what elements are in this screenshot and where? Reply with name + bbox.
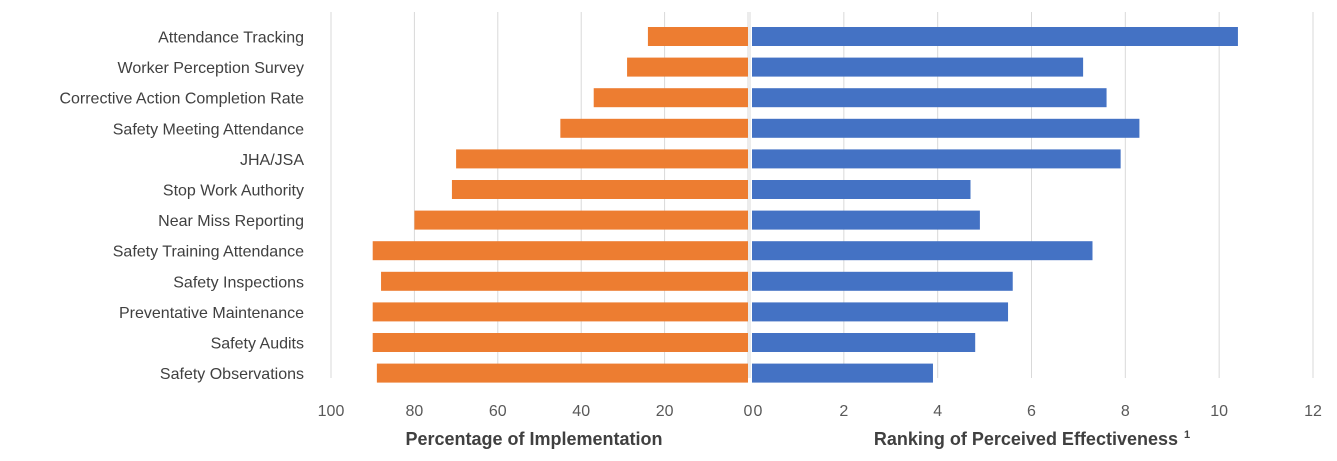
category-label: Safety Training Attendance — [113, 244, 304, 261]
effectiveness-bar — [752, 210, 980, 230]
implementation-bar — [381, 271, 748, 291]
effectiveness-bar — [752, 302, 1009, 322]
implementation-bar — [451, 180, 748, 199]
effectiveness-bar — [752, 57, 1084, 77]
implementation-bar — [627, 57, 748, 77]
left-tick-label: 80 — [406, 403, 424, 420]
effectiveness-bar — [752, 180, 971, 199]
right-tick-label: 0 — [754, 403, 763, 420]
tick-labels: 100 80 60 40 20 0 0 2 4 6 8 10 12 — [318, 403, 1322, 420]
left-axis-title: Percentage of Implementation — [405, 429, 662, 449]
effectiveness-bar — [752, 333, 976, 352]
effectiveness-bar — [752, 271, 1013, 291]
effectiveness-bar — [752, 241, 1093, 261]
category-label: Preventative Maintenance — [119, 305, 304, 322]
implementation-bar — [414, 210, 748, 230]
implementation-bar — [560, 118, 748, 138]
right-tick-label: 12 — [1304, 403, 1322, 420]
implementation-bar — [372, 302, 748, 322]
left-tick-label: 100 — [318, 403, 345, 420]
right-tick-label: 10 — [1210, 403, 1228, 420]
axis-titles: Percentage of Implementation Ranking of … — [405, 429, 1190, 449]
effectiveness-bar — [752, 88, 1107, 108]
implementation-bar — [372, 333, 748, 352]
implementation-bar — [372, 241, 748, 261]
implementation-bar — [376, 363, 748, 383]
right-tick-label: 4 — [933, 403, 942, 420]
category-label: Near Miss Reporting — [158, 213, 304, 230]
bars — [372, 27, 1238, 383]
category-label: Stop Work Authority — [163, 183, 304, 200]
category-label: Safety Inspections — [173, 274, 304, 291]
category-label: Attendance Tracking — [158, 30, 304, 47]
right-tick-label: 8 — [1121, 403, 1130, 420]
category-label: Safety Observations — [160, 366, 304, 383]
implementation-bar — [647, 27, 748, 46]
category-label: Corrective Action Completion Rate — [59, 91, 304, 108]
category-label: Worker Perception Survey — [118, 60, 304, 77]
left-tick-label: 0 — [744, 403, 753, 420]
right-tick-label: 2 — [839, 403, 848, 420]
left-tick-label: 40 — [572, 403, 590, 420]
left-tick-label: 20 — [656, 403, 674, 420]
right-axis-title: Ranking of Perceived Effectiveness 1 — [874, 429, 1190, 449]
category-label: Safety Audits — [211, 336, 304, 353]
category-label: JHA/JSA — [240, 152, 304, 169]
implementation-bar — [456, 149, 748, 169]
category-labels: Attendance Tracking Worker Perception Sur… — [59, 30, 304, 384]
implementation-bar — [593, 88, 748, 108]
effectiveness-bar — [752, 363, 933, 383]
effectiveness-bar — [752, 118, 1140, 138]
left-tick-label: 60 — [489, 403, 507, 420]
category-label: Safety Meeting Attendance — [113, 121, 304, 138]
right-axis-title-text: Ranking of Perceived Effectiveness — [874, 429, 1178, 449]
right-axis-title-superscript: 1 — [1184, 429, 1190, 441]
effectiveness-bar — [752, 149, 1121, 169]
effectiveness-bar — [752, 27, 1238, 46]
right-tick-label: 6 — [1027, 403, 1036, 420]
